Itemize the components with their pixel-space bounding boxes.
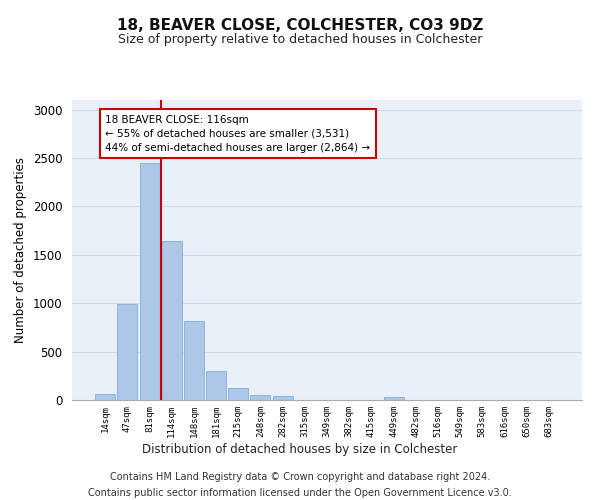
Bar	[140, 163, 160, 400]
Bar	[95, 394, 115, 400]
Bar	[383, 397, 404, 400]
Text: Distribution of detached houses by size in Colchester: Distribution of detached houses by size …	[142, 442, 458, 456]
Text: Size of property relative to detached houses in Colchester: Size of property relative to detached ho…	[118, 32, 482, 46]
Y-axis label: Number of detached properties: Number of detached properties	[14, 157, 27, 343]
Bar	[228, 388, 248, 400]
Text: Contains public sector information licensed under the Open Government Licence v3: Contains public sector information licen…	[88, 488, 512, 498]
Bar	[162, 242, 182, 400]
Bar	[250, 395, 271, 400]
Bar	[118, 304, 137, 400]
Bar	[184, 320, 204, 400]
Text: Contains HM Land Registry data © Crown copyright and database right 2024.: Contains HM Land Registry data © Crown c…	[110, 472, 490, 482]
Text: 18 BEAVER CLOSE: 116sqm
← 55% of detached houses are smaller (3,531)
44% of semi: 18 BEAVER CLOSE: 116sqm ← 55% of detache…	[106, 114, 371, 152]
Text: 18, BEAVER CLOSE, COLCHESTER, CO3 9DZ: 18, BEAVER CLOSE, COLCHESTER, CO3 9DZ	[117, 18, 483, 32]
Bar	[206, 371, 226, 400]
Bar	[272, 396, 293, 400]
